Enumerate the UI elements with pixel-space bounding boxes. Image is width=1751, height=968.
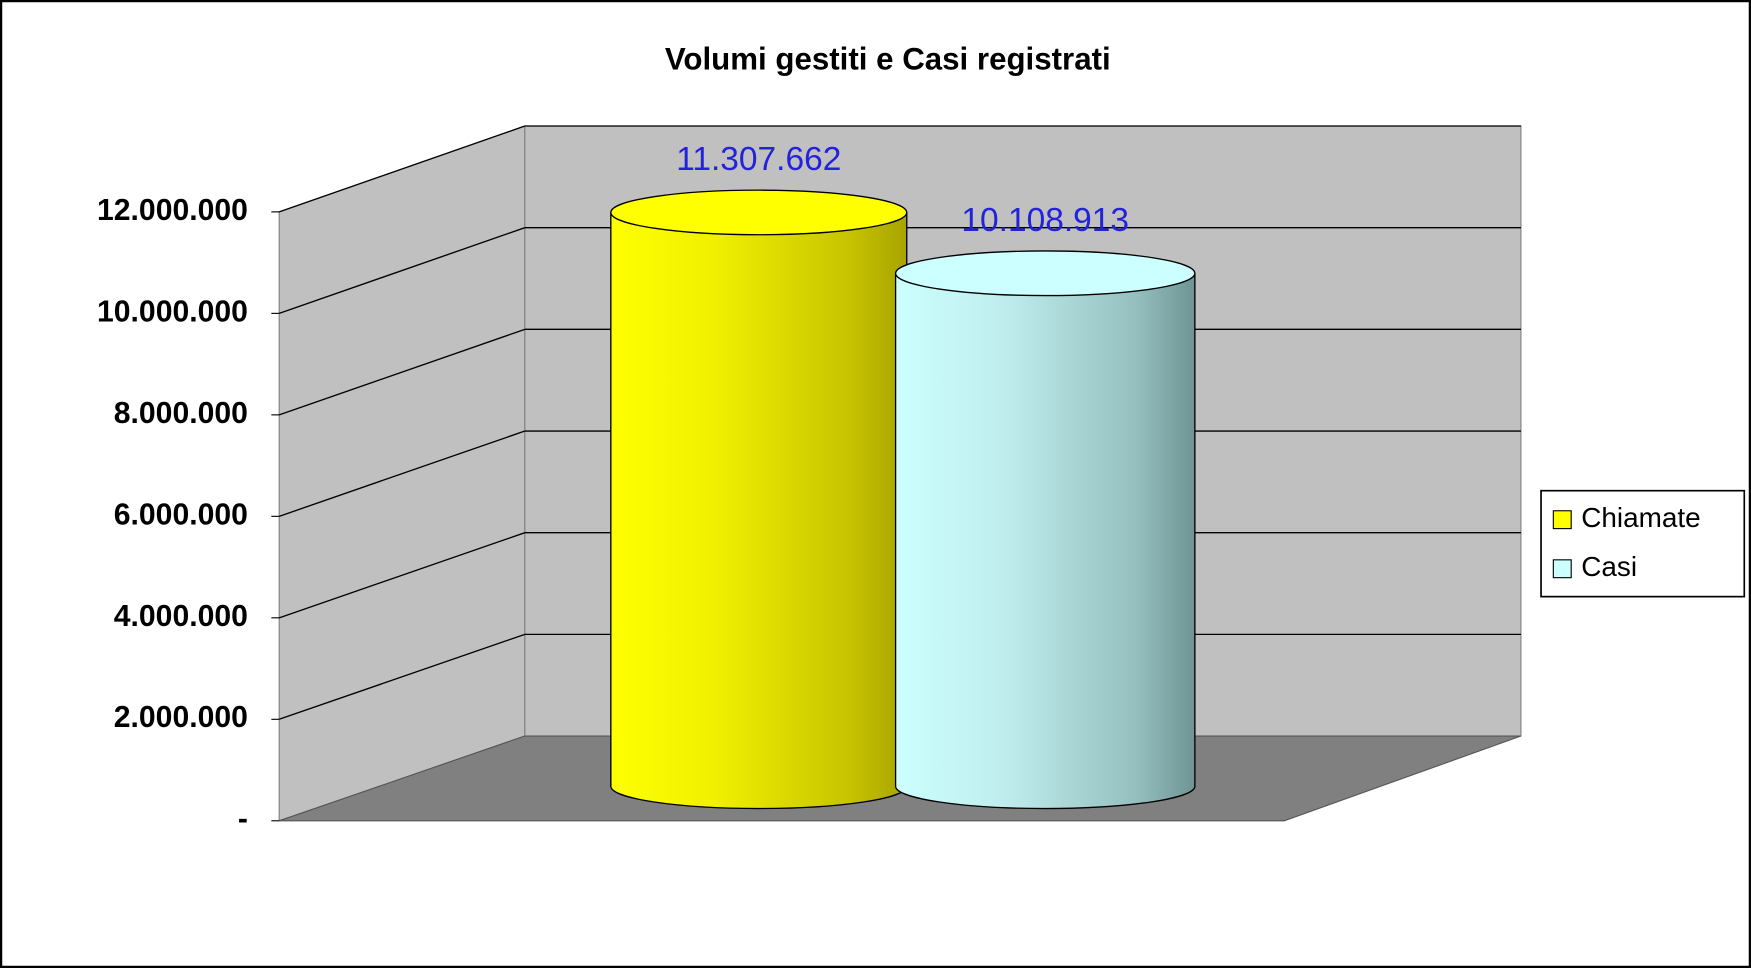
y-tick-label: 4.000.000	[114, 600, 248, 633]
y-tick-label: 2.000.000	[114, 701, 248, 734]
bar	[895, 273, 1195, 787]
y-tick-label: 6.000.000	[114, 498, 248, 531]
chart-title: Volumi gestiti e Casi registrati	[665, 42, 1111, 77]
grid-line	[278, 125, 526, 213]
bar	[610, 212, 907, 787]
legend-swatch	[1552, 510, 1572, 530]
grid-line	[278, 532, 526, 619]
data-label: 11.307.662	[676, 141, 841, 178]
cylinder	[894, 250, 1196, 810]
grid-line	[278, 430, 526, 517]
y-tick-label: 10.000.000	[97, 295, 248, 328]
cylinder-top	[610, 189, 908, 236]
legend-swatch	[1552, 559, 1572, 579]
y-tick-label: 8.000.000	[114, 397, 248, 430]
grid-line	[278, 328, 526, 416]
data-label: 10.108.913	[961, 202, 1129, 239]
grid-line	[278, 227, 526, 315]
cylinder	[610, 189, 908, 810]
legend-label: Casi	[1581, 551, 1637, 582]
y-tick-label: 12.000.000	[97, 194, 248, 227]
legend	[1540, 489, 1746, 598]
cylinder-top	[894, 250, 1196, 297]
y-tick-label: -	[238, 803, 248, 836]
grid-line	[278, 633, 526, 720]
legend-label: Chiamate	[1581, 502, 1700, 533]
